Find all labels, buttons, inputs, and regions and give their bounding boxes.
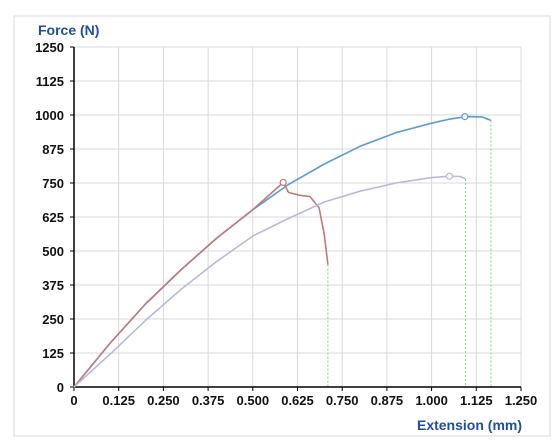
- x-tick-label: 0.500: [237, 393, 270, 408]
- y-tick-label: 750: [42, 176, 64, 191]
- y-tick-label: 250: [42, 312, 64, 327]
- x-tick-label: 0: [70, 393, 77, 408]
- axis-layer: [70, 46, 522, 391]
- label-layer: 0 0.125 0.250 0.375 0.500 0.625 0.750 0.875 1.00…: [35, 40, 537, 408]
- y-tick-label: 375: [42, 278, 64, 293]
- x-tick-label: 0.375: [192, 393, 225, 408]
- y-tick-label: 1000: [35, 108, 64, 123]
- chart-frame: [13, 15, 551, 437]
- peak-marker-1: [461, 113, 469, 121]
- x-tick-label: 0.750: [326, 393, 359, 408]
- y-tick-label: 1125: [36, 74, 64, 89]
- y-tick-label: 1250: [35, 40, 64, 55]
- y-axis-title: Force (N): [38, 22, 99, 38]
- x-tick-label: 0.625: [281, 393, 314, 408]
- x-tick-label: 1.000: [415, 393, 448, 408]
- x-tick-label: 0.250: [147, 393, 180, 408]
- y-tick-label: 125: [42, 346, 64, 361]
- x-tick-label: 1.125: [460, 393, 493, 408]
- peak-marker-2: [279, 178, 287, 187]
- x-axis-title: Extension (mm): [417, 417, 522, 433]
- y-tick-label: 500: [42, 244, 64, 259]
- y-tick-label: 625: [42, 210, 64, 225]
- guide-layer: [327, 120, 492, 387]
- series-layer: [73, 113, 492, 388]
- y-tick-label: 0: [57, 380, 64, 395]
- y-tick-label: 875: [42, 142, 64, 157]
- x-tick-label: 0.125: [102, 393, 135, 408]
- x-tick-label: 1.250: [505, 393, 538, 408]
- grid-layer: [74, 46, 522, 387]
- peak-marker-3: [445, 172, 454, 180]
- x-tick-label: 0.875: [371, 393, 404, 408]
